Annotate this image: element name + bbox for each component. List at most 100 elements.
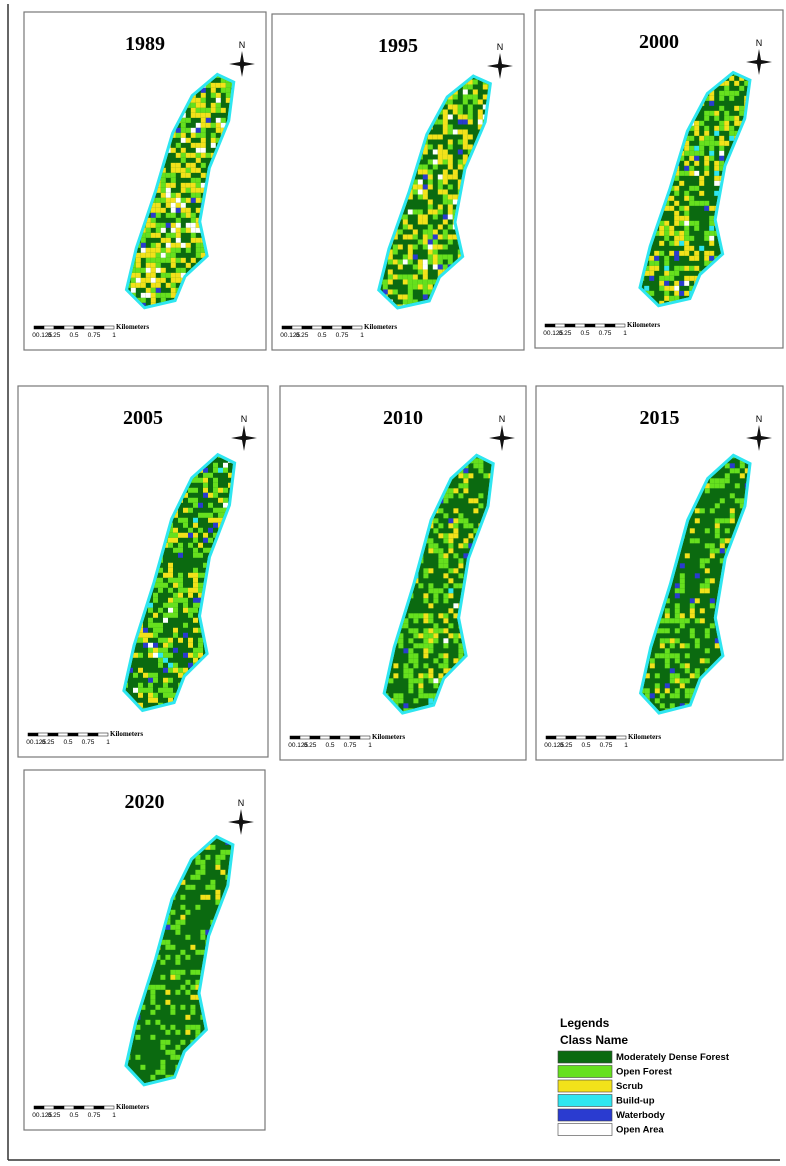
scale-tick: 0.25 [559, 330, 572, 337]
scale-segment [292, 326, 302, 329]
map-panel: 2020NKilometers00.1250.250.50.751 [24, 770, 265, 1130]
legend: Legends Class Name Moderately Dense Forest… [558, 1016, 730, 1136]
scale-segment [320, 736, 330, 739]
scale-segment [585, 324, 595, 327]
legend-label: Moderately Dense Forest [616, 1052, 730, 1063]
scale-segment [546, 736, 556, 739]
scale-tick: 0.5 [317, 332, 326, 339]
scale-segment [94, 1106, 104, 1109]
scale-segment [74, 326, 84, 329]
scale-segment [556, 736, 566, 739]
scale-segment [342, 326, 352, 329]
scale-segment [68, 733, 78, 736]
north-label: N [756, 38, 763, 48]
scale-segment [84, 326, 94, 329]
legend-swatch [558, 1124, 612, 1136]
map-panel: 2015NKilometers00.1250.250.50.751 [536, 386, 783, 760]
panel-title: 1995 [378, 35, 418, 57]
scale-segment [104, 326, 114, 329]
scale-segment [74, 1106, 84, 1109]
north-label: N [756, 414, 763, 424]
scale-segment [34, 326, 44, 329]
map-panel: 2000NKilometers00.1250.250.50.751 [535, 10, 783, 348]
legend-label: Waterbody [616, 1110, 665, 1121]
scale-tick: 0.5 [63, 739, 72, 746]
map-panel: 2005NKilometers00.1250.250.50.751 [18, 386, 268, 757]
scale-tick: 1 [106, 739, 110, 746]
scale-segment [332, 326, 342, 329]
legend-title: Legends [560, 1016, 610, 1030]
panel-title: 1989 [125, 33, 165, 55]
scale-segment [555, 324, 565, 327]
scale-segment [54, 326, 64, 329]
scale-tick: 0.75 [82, 739, 95, 746]
scale-tick: 1 [624, 742, 628, 749]
legend-swatch [558, 1095, 612, 1107]
north-label: N [238, 798, 245, 808]
scale-segment [322, 326, 332, 329]
panel-title: 2010 [383, 407, 423, 429]
scale-tick: 0.5 [581, 742, 590, 749]
legend-label: Open Forest [616, 1067, 673, 1078]
scale-segment [48, 733, 58, 736]
scale-tick: 0.75 [344, 742, 357, 749]
scale-segment [615, 324, 625, 327]
scale-tick: 1 [623, 330, 627, 337]
figure: 1989NKilometers00.1250.250.50.7511995NKi… [0, 0, 786, 1166]
page: {"panels": [{"title": "1989"}, {"title":… [0, 0, 786, 1166]
scale-tick: 0.25 [304, 742, 317, 749]
scale-tick: 0.25 [48, 1112, 61, 1119]
map-panel: 1989NKilometers00.1250.250.50.751 [24, 12, 266, 350]
scale-tick: 1 [368, 742, 372, 749]
scale-segment [360, 736, 370, 739]
north-label: N [241, 414, 248, 424]
scale-tick: 1 [112, 1112, 116, 1119]
scale-unit: Kilometers [364, 323, 397, 331]
legend-swatch [558, 1109, 612, 1121]
legend-swatch [558, 1066, 612, 1078]
scale-segment [98, 733, 108, 736]
scale-segment [330, 736, 340, 739]
map-panel: 2010NKilometers00.1250.250.50.751 [280, 386, 526, 760]
scale-segment [545, 324, 555, 327]
scale-segment [282, 326, 292, 329]
legend-swatch [558, 1080, 612, 1092]
north-label: N [497, 42, 504, 52]
legend-swatch [558, 1051, 612, 1063]
scale-tick: 0.5 [580, 330, 589, 337]
scale-segment [606, 736, 616, 739]
scale-tick: 0.75 [336, 332, 349, 339]
scale-unit: Kilometers [116, 1103, 149, 1111]
scale-segment [566, 736, 576, 739]
scale-segment [565, 324, 575, 327]
scale-segment [58, 733, 68, 736]
scale-segment [28, 733, 38, 736]
scale-segment [34, 1106, 44, 1109]
scale-unit: Kilometers [110, 730, 143, 738]
scale-tick: 0.25 [560, 742, 573, 749]
north-label: N [239, 40, 246, 50]
panel-title: 2020 [125, 791, 165, 813]
scale-tick: 0.5 [325, 742, 334, 749]
panel-title: 2015 [640, 407, 680, 429]
scale-segment [84, 1106, 94, 1109]
scale-segment [586, 736, 596, 739]
legend-subtitle: Class Name [560, 1033, 628, 1047]
map-panel: 1995NKilometers00.1250.250.50.751 [272, 14, 524, 350]
scale-segment [312, 326, 322, 329]
scale-segment [88, 733, 98, 736]
scale-segment [94, 326, 104, 329]
scale-segment [38, 733, 48, 736]
scale-segment [340, 736, 350, 739]
scale-segment [575, 324, 585, 327]
scale-tick: 0.75 [600, 742, 613, 749]
scale-segment [44, 326, 54, 329]
scale-unit: Kilometers [627, 321, 660, 329]
scale-tick: 0.5 [69, 332, 78, 339]
scale-segment [310, 736, 320, 739]
scale-segment [290, 736, 300, 739]
scale-tick: 0.75 [599, 330, 612, 337]
scale-tick: 1 [360, 332, 364, 339]
scale-tick: 0.25 [42, 739, 55, 746]
scale-segment [54, 1106, 64, 1109]
